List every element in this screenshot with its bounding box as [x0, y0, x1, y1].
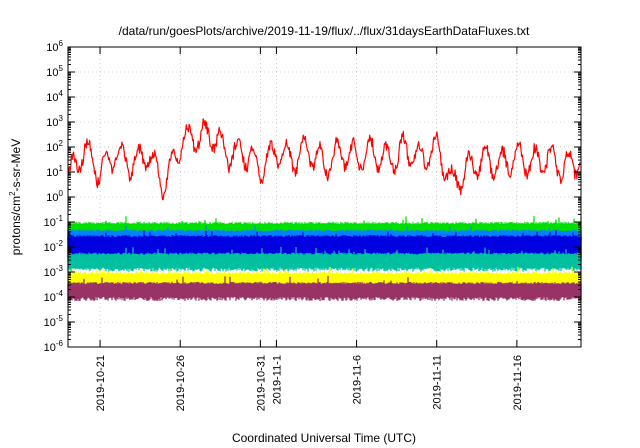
x-tick-label: 2019-11-1 [271, 355, 283, 404]
x-tick-label: 2019-10-26 [175, 355, 187, 411]
x-tick-label: 2019-10-21 [95, 355, 107, 411]
y-tick-label: 10-5 [44, 314, 64, 329]
y-tick-label: 102 [46, 139, 63, 154]
y-tick-label: 10-1 [44, 214, 64, 229]
x-tick-label: 2019-10-31 [255, 355, 267, 411]
x-tick-label: 2019-11-11 [432, 355, 444, 410]
y-tick-label: 106 [46, 39, 63, 54]
y-tick-label: 103 [46, 114, 63, 129]
x-tick-label: 2019-11-6 [352, 355, 364, 404]
y-tick-label: 105 [46, 64, 63, 79]
y-axis-title: protons/cm2-s-sr-MeV [8, 139, 23, 255]
flux-line-path [67, 118, 581, 201]
y-tick-label: 10-6 [44, 339, 64, 354]
x-tick-label: 2019-11-16 [512, 355, 524, 410]
y-tick-label: 100 [46, 189, 63, 204]
y-tick-label: 101 [46, 164, 63, 179]
y-tick-label: 104 [46, 89, 63, 104]
y-tick-label: 10-2 [44, 239, 64, 254]
y-tick-label: 10-3 [44, 264, 64, 279]
chart-title: /data/run/goesPlots/archive/2019-11-19/f… [119, 24, 530, 38]
y-axis-ticks: 106 105 104 103 102 101 100 10-1 10-2 10-3 10-4 10-… [44, 39, 581, 354]
x-axis-title: Coordinated Universal Time (UTC) [232, 431, 416, 445]
flux-line [67, 118, 582, 201]
y-tick-label: 10-4 [44, 289, 64, 304]
x-axis-ticks: 2019-10-21 2019-10-26 2019-10-31 2019-11-1 2… [95, 47, 524, 411]
